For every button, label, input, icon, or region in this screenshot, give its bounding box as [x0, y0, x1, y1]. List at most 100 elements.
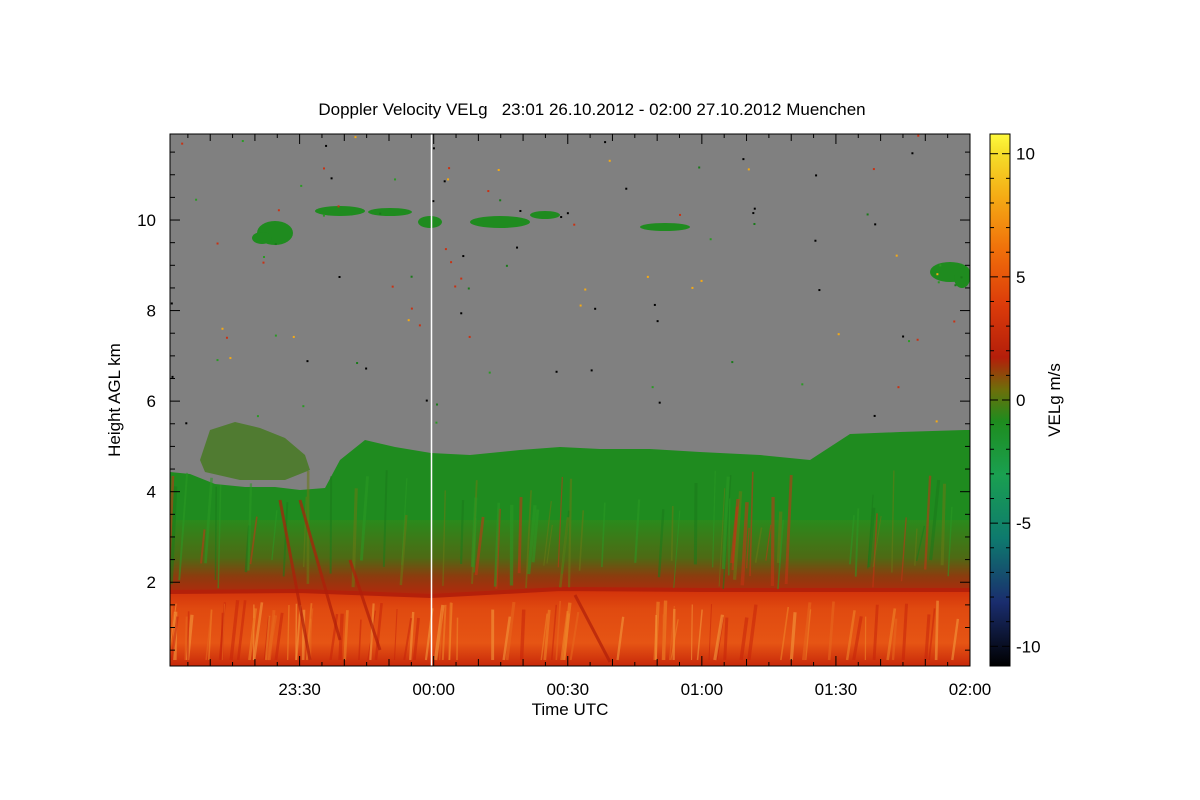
streak — [186, 611, 190, 661]
speckle — [872, 168, 875, 171]
speckle — [897, 386, 900, 389]
streak — [178, 472, 189, 581]
streak — [369, 603, 375, 661]
streak — [891, 470, 895, 573]
streak — [519, 609, 526, 661]
speckle — [322, 214, 325, 217]
streak — [264, 615, 271, 661]
speckle — [691, 286, 694, 289]
streak — [301, 609, 306, 661]
speckle — [337, 205, 340, 208]
speckle — [274, 243, 277, 246]
streak — [343, 610, 349, 661]
streak — [184, 616, 188, 661]
speckle — [698, 166, 701, 169]
streak — [221, 603, 226, 661]
streak — [338, 613, 344, 661]
streak — [872, 513, 878, 588]
streak — [412, 617, 420, 661]
speckle — [256, 415, 259, 418]
streak — [713, 614, 725, 661]
speckle — [731, 361, 734, 364]
plot-frame — [169, 133, 971, 667]
streak — [777, 519, 784, 590]
streak — [567, 478, 573, 588]
streak — [722, 474, 732, 590]
speckle — [935, 420, 938, 423]
speckle — [902, 335, 905, 338]
speckle — [936, 273, 939, 276]
streak — [672, 608, 676, 661]
speckle — [658, 401, 661, 404]
speckle — [579, 304, 582, 307]
streak — [718, 488, 726, 587]
speckle — [354, 136, 357, 139]
streak — [754, 527, 763, 563]
streak — [409, 611, 415, 661]
speckle — [274, 334, 277, 337]
speckle — [450, 261, 453, 264]
speckle — [960, 276, 963, 279]
streak — [673, 510, 681, 588]
streak — [267, 609, 276, 661]
streak — [721, 476, 730, 570]
streak — [914, 528, 918, 566]
streak — [940, 483, 947, 566]
streak — [543, 609, 551, 661]
streak — [217, 484, 222, 589]
streak — [708, 603, 713, 661]
colorbar-label: VELg m/s — [1045, 363, 1064, 437]
speckle — [418, 324, 421, 327]
fall-streak — [348, 559, 382, 651]
speckle — [462, 255, 465, 258]
streak — [170, 616, 179, 661]
streak — [569, 611, 580, 661]
streak — [543, 500, 552, 566]
streak — [236, 600, 247, 661]
speckle — [747, 168, 750, 171]
speckle — [306, 360, 309, 363]
streak — [527, 505, 537, 575]
speckle — [516, 246, 519, 249]
streak — [947, 506, 953, 577]
streak — [728, 498, 731, 576]
speckle — [241, 140, 244, 143]
streak — [657, 509, 665, 578]
speckle — [262, 255, 265, 258]
streak — [525, 490, 532, 588]
streak — [295, 604, 302, 661]
streak — [505, 601, 516, 661]
fall-streak — [573, 594, 612, 663]
streak — [374, 602, 383, 661]
speckle — [646, 275, 649, 278]
streak — [849, 515, 855, 565]
x-tick-label: 00:30 — [546, 680, 589, 699]
speckle — [338, 275, 341, 278]
streak — [616, 616, 625, 661]
streak — [670, 506, 674, 561]
speckle — [651, 386, 654, 389]
speckle — [225, 336, 228, 339]
speckle — [939, 264, 942, 267]
y-axis: 2 4 6 8 10 — [137, 151, 970, 651]
speckle — [171, 375, 174, 378]
streak — [872, 515, 882, 568]
streak — [805, 609, 812, 661]
speckle — [221, 327, 224, 330]
speckle — [302, 405, 305, 408]
streak — [634, 499, 641, 563]
streak — [789, 612, 797, 661]
streak — [286, 604, 290, 661]
speckle — [467, 287, 470, 290]
streak — [531, 509, 540, 563]
speckle — [653, 303, 656, 306]
streak — [441, 604, 447, 661]
speckle — [497, 168, 500, 171]
speckle — [356, 362, 359, 365]
speckle — [866, 213, 869, 216]
speckle — [460, 277, 463, 280]
y-tick-label: 6 — [147, 392, 156, 411]
streak — [358, 619, 362, 661]
speckle — [432, 200, 435, 203]
speckle — [300, 184, 303, 187]
